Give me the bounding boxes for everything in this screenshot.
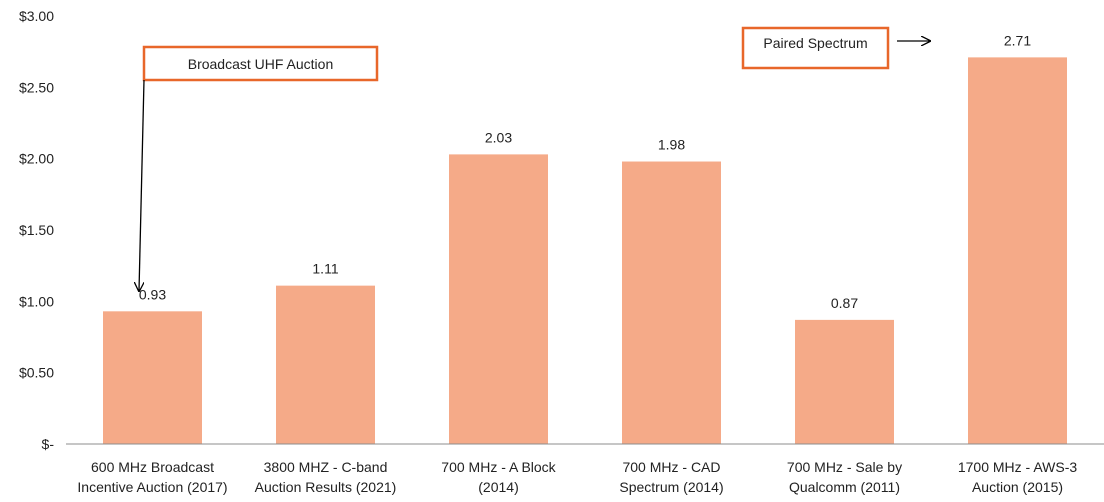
- x-tick-label: 700 MHz - A Block: [441, 459, 556, 475]
- bar: [276, 285, 375, 444]
- x-tick-label: 600 MHz Broadcast: [91, 459, 214, 475]
- y-tick-label: $1.50: [19, 222, 54, 238]
- x-tick-label: Qualcomm (2011): [789, 479, 900, 495]
- y-tick-label: $2.50: [19, 79, 54, 95]
- y-axis: $- $0.50 $1.00 $1.50 $2.00 $2.50 $3.00: [19, 8, 54, 452]
- data-label: 1.98: [658, 137, 685, 153]
- annotation-text-paired: Paired Spectrum: [763, 35, 867, 51]
- bar: [622, 161, 721, 444]
- annotation-box-broadcast: [142, 45, 379, 82]
- x-tick-label: Auction Results (2021): [255, 479, 397, 495]
- x-tick-label: (2014): [478, 479, 518, 495]
- x-tick-label: Spectrum (2014): [619, 479, 723, 495]
- data-label: 0.87: [831, 295, 858, 311]
- bar: [103, 311, 202, 444]
- bar: [795, 319, 894, 444]
- annotation-box-paired: [741, 26, 890, 70]
- annotation-text-broadcast: Broadcast UHF Auction: [188, 56, 334, 72]
- x-tick-label: 700 MHz - CAD: [622, 459, 720, 475]
- x-tick-label: 1700 MHz - AWS-3: [958, 459, 1078, 475]
- bar: [449, 154, 548, 445]
- x-tick-label: Incentive Auction (2017): [77, 479, 227, 495]
- y-tick-label: $1.00: [19, 293, 54, 309]
- x-tick-label: 700 MHz - Sale by: [787, 459, 902, 475]
- x-axis: 600 MHz Broadcast Incentive Auction (2017…: [66, 443, 1104, 495]
- bars: [103, 57, 1067, 445]
- y-tick-label: $0.50: [19, 365, 54, 381]
- annotation-arrow-broadcast: [139, 79, 145, 291]
- y-tick-label: $2.00: [19, 151, 54, 167]
- x-tick-label: 3800 MHZ - C-band: [264, 459, 388, 475]
- data-labels: 0.93 1.11 2.03 1.98 0.87 2.71: [139, 32, 1031, 311]
- data-label: 1.11: [312, 261, 338, 277]
- bar: [968, 57, 1067, 445]
- data-label: 2.03: [485, 129, 512, 145]
- y-tick-label: $3.00: [19, 8, 54, 24]
- data-label: 2.71: [1004, 32, 1031, 48]
- x-tick-label: Auction (2015): [972, 479, 1063, 495]
- y-tick-label: $-: [42, 436, 55, 452]
- annotations: Broadcast UHF Auction Paired Spectrum: [139, 26, 930, 291]
- data-label: 0.93: [139, 286, 166, 302]
